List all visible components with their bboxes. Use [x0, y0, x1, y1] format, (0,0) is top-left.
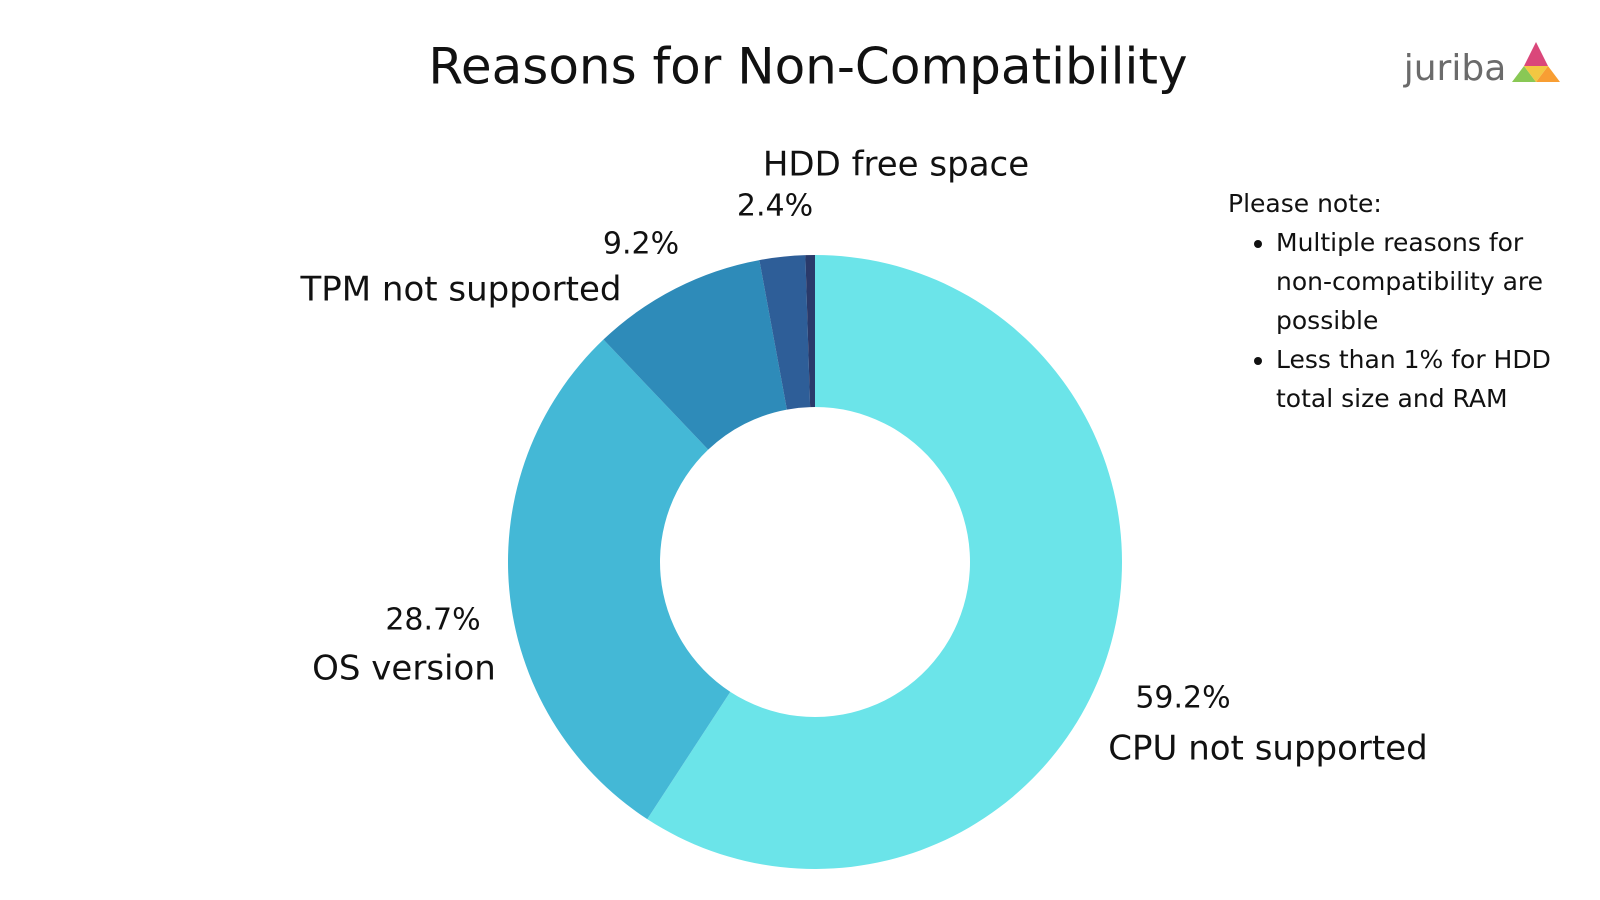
- donut-slice: [759, 255, 811, 410]
- value-label: 59.2%: [1135, 681, 1230, 716]
- category-label: HDD free space: [763, 145, 1029, 185]
- donut-slice: [603, 260, 787, 450]
- note: Please note: Multiple reasons for non-co…: [1228, 184, 1588, 418]
- donut-slice: [805, 255, 815, 408]
- donut-slice: [508, 339, 731, 820]
- category-label: TPM not supported: [300, 270, 622, 310]
- note-list: Multiple reasons for non-compatibility a…: [1228, 223, 1588, 418]
- chart-title: Reasons for Non-Compatibility: [428, 38, 1187, 96]
- note-item: Less than 1% for HDD total size and RAM: [1276, 340, 1566, 418]
- logo-icon: [1512, 42, 1560, 82]
- note-item: Multiple reasons for non-compatibility a…: [1276, 223, 1566, 340]
- logo-text: juriba: [1403, 48, 1507, 89]
- value-label: 28.7%: [385, 603, 480, 638]
- donut-slice: [647, 255, 1123, 869]
- category-label: OS version: [312, 649, 496, 689]
- value-label: 2.4%: [737, 189, 813, 224]
- value-label: 9.2%: [603, 227, 679, 262]
- category-label: CPU not supported: [1108, 729, 1427, 769]
- note-heading: Please note:: [1228, 189, 1382, 218]
